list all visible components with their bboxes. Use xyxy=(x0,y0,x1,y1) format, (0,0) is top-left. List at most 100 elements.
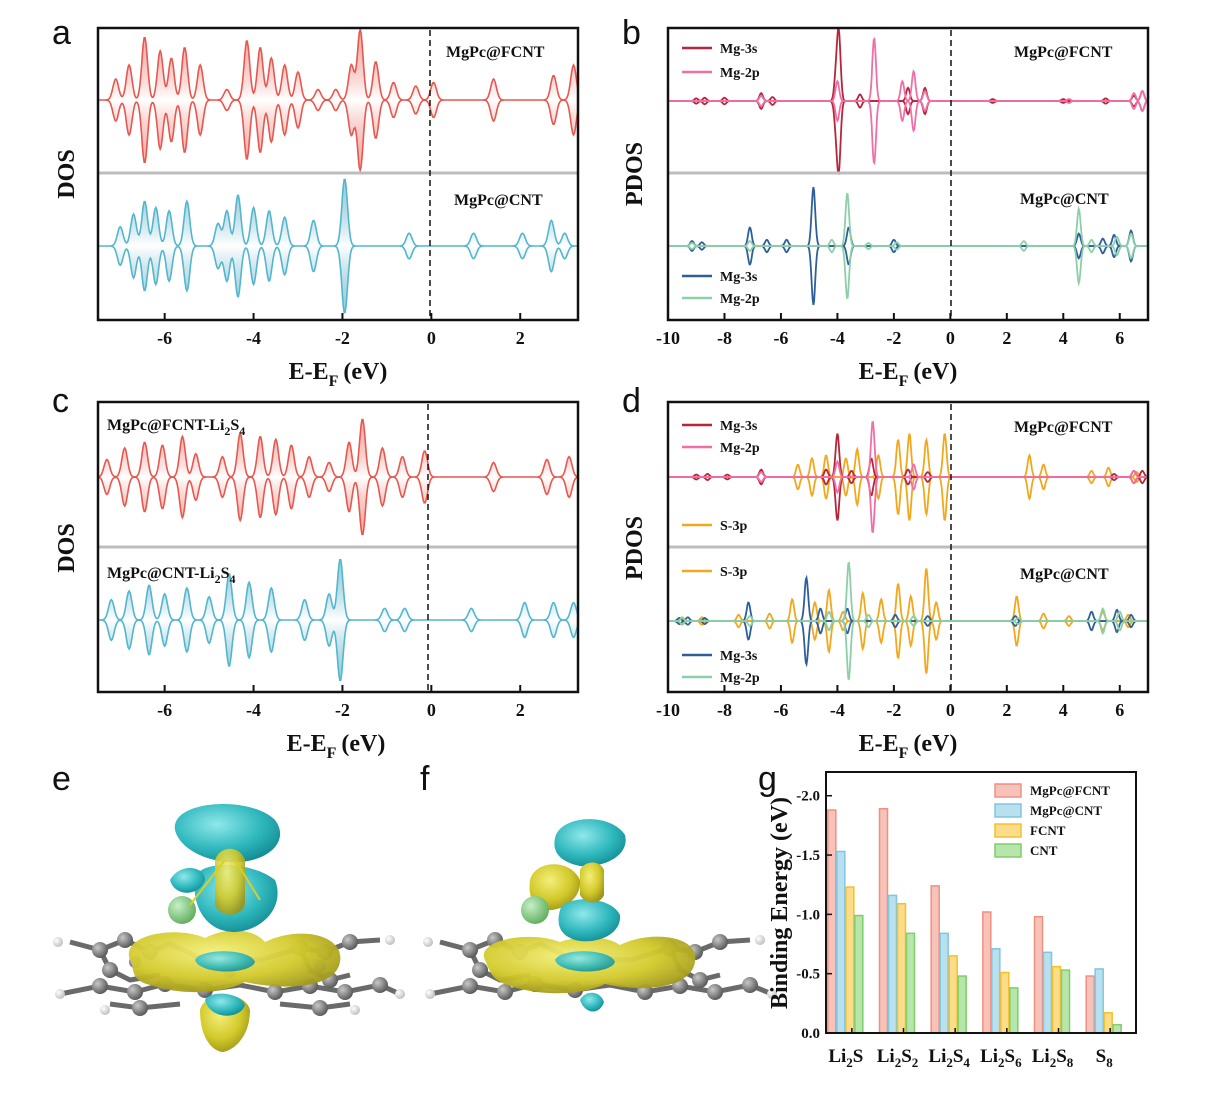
bar-fcnt-li2s8 xyxy=(1051,965,1062,1034)
panel-letter-e: e xyxy=(52,760,71,798)
category-label-mid: S xyxy=(1005,1046,1016,1067)
legend-label-mg2p: Mg-2p xyxy=(720,66,760,81)
y-tick-label: -2.0 xyxy=(796,789,820,805)
panel-g-y-ticks: -2.0 -1.5 -1.0 -0.5 0.0 xyxy=(796,789,832,1042)
panel-d-x-tick-label: -6 xyxy=(773,700,788,720)
panel-c-top-label-main: MgPc@FCNT-Li xyxy=(107,417,225,434)
panel-b-x-tick-label: -2 xyxy=(886,328,901,348)
legend-label-mg2p: Mg-2p xyxy=(720,671,760,686)
y-tick-label: -1.5 xyxy=(796,848,820,864)
y-tick-label: -0.5 xyxy=(796,967,820,983)
panel-c-top-label-mid: S xyxy=(230,417,239,434)
panel-d-x-tick-label: -8 xyxy=(717,700,732,720)
panel-d-bottom-label: MgPc@CNT xyxy=(1020,566,1109,583)
panel-letter-g: g xyxy=(758,760,777,798)
panel-c-x-tick-label: 0 xyxy=(427,700,436,720)
legend-label-mgpc-cnt: MgPc@CNT xyxy=(1030,803,1102,818)
panel-e-charge-density xyxy=(53,803,405,1052)
panel-b-x-label-unit: (eV) xyxy=(913,359,957,385)
category-label-s8: S8 xyxy=(1096,1046,1114,1070)
panel-d-x-label: E-EF (eV) xyxy=(859,731,958,762)
panel-b-x-tick-label: 4 xyxy=(1059,328,1068,348)
panel-d-x-tick-label: -4 xyxy=(830,700,845,720)
isosurface-yellow-core xyxy=(580,862,604,903)
panel-a-x-label-sub: F xyxy=(329,373,339,390)
bar-mgpc-fcnt-li2s2 xyxy=(878,808,889,1034)
category-label-main: S xyxy=(1096,1046,1107,1067)
category-label-li2s6: Li2S6 xyxy=(980,1046,1022,1070)
pdos-mg2p-cnt-lower xyxy=(668,245,1148,300)
isosurface-cyan-mid xyxy=(558,899,621,942)
panel-d-pdos: -10 -8 -6 -4 -2 0 2 4 6 Mg-3s Mg-2p S-3p S-3p Mg… xyxy=(622,400,1150,762)
bar-mgpc-cnt-li2s8 xyxy=(1042,951,1053,1034)
panel-a-y-label: DOS xyxy=(54,149,80,198)
panel-d-x-tick-label: -10 xyxy=(656,700,680,720)
panel-a-x-tick-label: 0 xyxy=(427,328,436,348)
legend-label-mg3s: Mg-3s xyxy=(720,270,758,285)
panel-a-bottom-label: MgPc@CNT xyxy=(454,192,543,209)
bar-mgpc-cnt-li2s xyxy=(836,850,846,1034)
bar-fcnt-li2s xyxy=(845,886,855,1034)
panel-d-x-tick-label: 4 xyxy=(1059,700,1068,720)
panel-c-frame xyxy=(96,400,580,694)
panel-d-x-label-main: E-E xyxy=(859,731,899,757)
bar-fcnt-li2s4 xyxy=(948,955,958,1034)
legend-swatch-fcnt xyxy=(994,823,1022,838)
bar-cnt-li2s6 xyxy=(1009,987,1019,1034)
legend-swatch-cnt xyxy=(994,843,1022,858)
bar-fcnt-li2s2 xyxy=(896,902,907,1034)
category-label-sub1: 2 xyxy=(946,1055,953,1070)
panel-c-dos: -6 -4 -2 0 2 MgPc@FCNT-Li2S4 MgPc@CNT-Li2S4 … xyxy=(54,400,580,762)
panel-d-x-label-unit: (eV) xyxy=(913,731,957,757)
panel-g-frame xyxy=(825,771,1137,1034)
panel-d-curves xyxy=(668,420,1149,681)
panel-b-x-label: E-EF (eV) xyxy=(859,359,958,390)
bar-mgpc-cnt-li2s6 xyxy=(991,948,1001,1034)
panel-a-x-label-main: E-E xyxy=(289,359,329,385)
panel-b-x-tick-label: -10 xyxy=(656,328,680,348)
category-label-li2s: Li2S xyxy=(828,1046,863,1070)
panel-c-bottom-label-main: MgPc@CNT-Li xyxy=(107,565,215,582)
category-label-main: Li xyxy=(828,1046,846,1067)
molecule-e xyxy=(53,803,405,1052)
isosurface-cyan-side xyxy=(170,867,205,893)
panel-b-x-tick-label: 2 xyxy=(1002,328,1011,348)
panel-c-x-tick-label: -2 xyxy=(335,700,350,720)
panel-b-bottom-label: MgPc@CNT xyxy=(1020,191,1109,208)
category-label-main: Li xyxy=(877,1046,895,1067)
category-label-sub2: 6 xyxy=(1015,1055,1022,1070)
panel-d-frame xyxy=(666,400,1150,694)
panel-d-bottom-legend: S-3p Mg-3s Mg-2p xyxy=(682,565,760,686)
y-tick-label: -1.0 xyxy=(796,907,820,923)
panel-g-y-label: Binding Energy (eV) xyxy=(767,797,793,1009)
category-label-main: Li xyxy=(980,1046,998,1067)
panel-f-charge-density xyxy=(423,819,777,1012)
hydrogen-atoms xyxy=(53,935,405,1015)
panel-a-x-ticks: -6 -4 -2 0 2 xyxy=(157,313,525,348)
panel-a-dos: -6 -4 -2 0 2 MgPc@FCNT MgPc@CNT DOS E-EF (eV) xyxy=(54,26,580,390)
legend-label-mg2p: Mg-2p xyxy=(720,441,760,456)
category-label-sub2: 2 xyxy=(912,1055,919,1070)
category-label-mid: S xyxy=(953,1046,964,1067)
panel-a-frame xyxy=(96,26,580,322)
bar-mgpc-cnt-li2s4 xyxy=(939,932,949,1034)
category-label-sub1: 2 xyxy=(846,1055,853,1070)
panel-b-x-label-main: E-E xyxy=(859,359,899,385)
bar-cnt-li2s4 xyxy=(957,975,967,1034)
panel-b-x-tick-label: -6 xyxy=(773,328,788,348)
pdos-mg2p-fcnt-lower xyxy=(668,476,1148,534)
isosurface-cyan-center xyxy=(555,951,615,972)
panel-d-x-tick-label: 6 xyxy=(1115,700,1124,720)
bar-mgpc-fcnt-li2s8 xyxy=(1033,915,1044,1034)
category-label-main: Li xyxy=(928,1046,946,1067)
panel-d-top-legend: Mg-3s Mg-2p S-3p xyxy=(682,419,760,534)
panel-d-x-tick-label: 0 xyxy=(946,700,955,720)
legend-label-mg3s: Mg-3s xyxy=(720,42,758,57)
panel-c-top-label: MgPc@FCNT-Li2S4 xyxy=(107,417,245,438)
category-label-li2s8: Li2S8 xyxy=(1032,1046,1074,1070)
legend-label-mgpc-fcnt: MgPc@FCNT xyxy=(1030,783,1110,798)
isosurface-cyan-top xyxy=(174,803,281,863)
panel-a-curves xyxy=(98,26,579,314)
panel-b-y-label: PDOS xyxy=(622,142,648,206)
